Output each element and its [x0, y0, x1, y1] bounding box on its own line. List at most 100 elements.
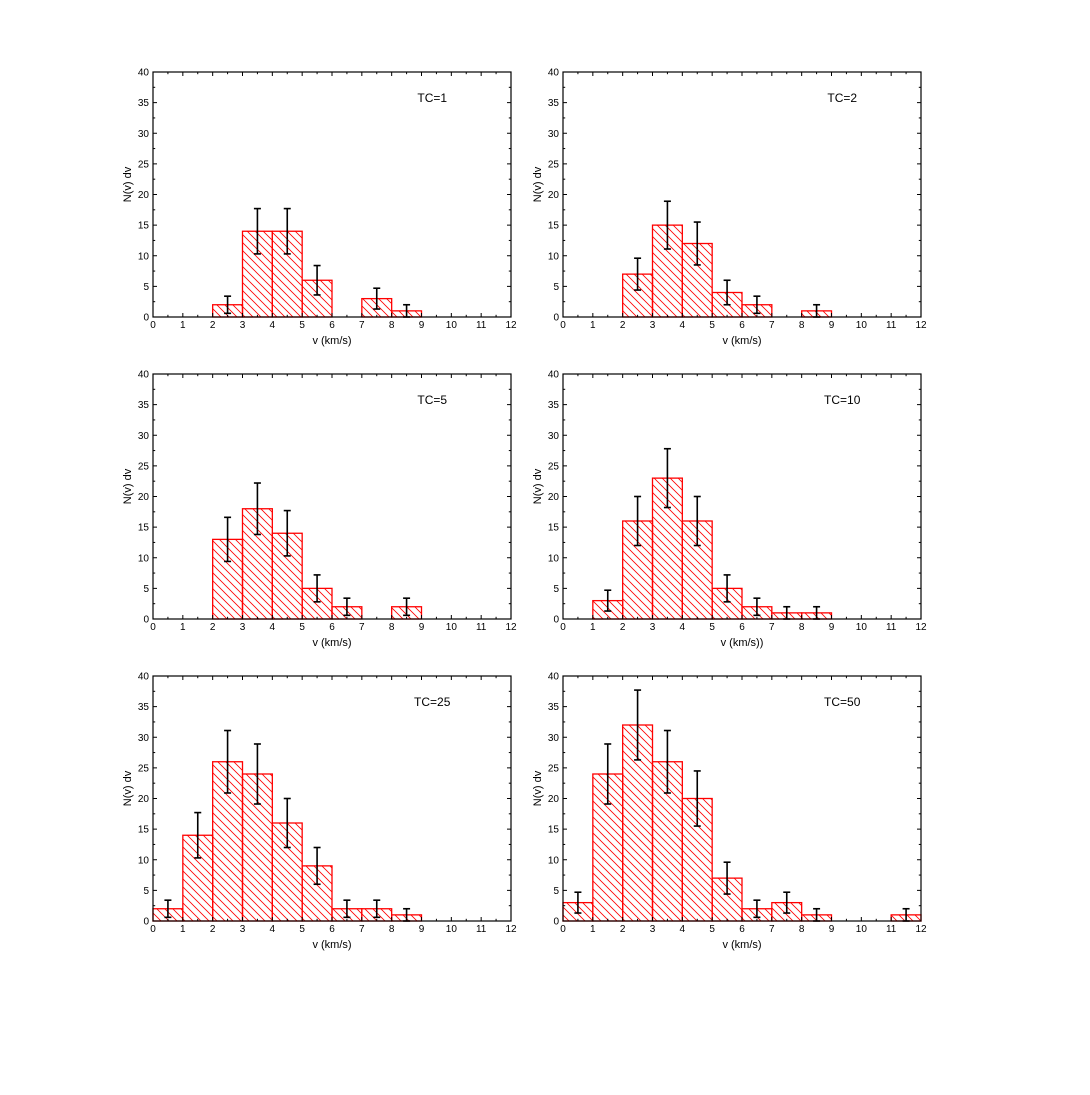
x-tick-label: 8: [389, 622, 395, 633]
y-axis-label: N(v) dv: [122, 468, 134, 504]
x-tick-label: 8: [389, 320, 395, 331]
x-tick-label: 12: [915, 320, 927, 331]
y-tick-label: 35: [548, 400, 560, 411]
x-tick-label: 1: [180, 622, 186, 633]
x-tick-label: 1: [590, 622, 596, 633]
x-tick-label: 6: [329, 320, 335, 331]
chart-title: TC=10: [824, 393, 861, 407]
x-tick-label: 1: [590, 320, 596, 331]
y-tick-label: 10: [138, 855, 150, 866]
y-axis-label: N(v) dv: [532, 468, 544, 504]
chart-title: TC=50: [824, 695, 861, 709]
y-tick-label: 15: [548, 825, 560, 836]
x-tick-label: 6: [329, 924, 335, 935]
x-tick-label: 12: [915, 924, 927, 935]
x-tick-label: 4: [270, 320, 276, 331]
y-tick-label: 5: [143, 584, 149, 595]
y-axis-label: N(v) dv: [532, 166, 544, 202]
x-tick-label: 0: [150, 622, 156, 633]
x-tick-label: 7: [769, 320, 775, 331]
x-tick-label: 5: [709, 320, 715, 331]
plot-frame: [562, 373, 922, 620]
y-tick-label: 15: [548, 221, 560, 232]
x-tick-label: 5: [299, 622, 305, 633]
y-tick-label: 15: [138, 221, 150, 232]
plot-frame: [152, 373, 512, 620]
y-tick-label: 40: [548, 68, 560, 79]
x-tick-label: 8: [799, 924, 805, 935]
y-tick-label: 0: [143, 313, 149, 324]
x-tick-label: 7: [359, 924, 365, 935]
x-tick-label: 7: [769, 924, 775, 935]
y-tick-label: 40: [138, 370, 150, 381]
x-axis-label: v (km/s): [312, 939, 351, 951]
y-tick-label: 25: [548, 763, 560, 774]
x-tick-label: 10: [856, 622, 868, 633]
y-tick-label: 10: [138, 553, 150, 564]
x-tick-label: 4: [270, 924, 276, 935]
y-tick-label: 10: [548, 855, 560, 866]
x-tick-label: 2: [210, 924, 216, 935]
y-tick-label: 5: [143, 886, 149, 897]
y-tick-label: 35: [138, 98, 150, 109]
x-tick-label: 4: [270, 622, 276, 633]
y-tick-label: 0: [143, 615, 149, 626]
y-tick-label: 30: [138, 431, 150, 442]
x-tick-label: 11: [476, 924, 487, 935]
x-tick-label: 2: [620, 320, 626, 331]
y-tick-label: 10: [548, 553, 560, 564]
x-axis-label: v (km/s): [312, 637, 351, 649]
y-tick-label: 15: [548, 523, 560, 534]
y-tick-label: 25: [548, 159, 560, 170]
x-tick-label: 9: [419, 622, 425, 633]
chart-title: TC=5: [417, 393, 447, 407]
x-tick-label: 3: [240, 622, 246, 633]
y-tick-label: 30: [138, 129, 150, 140]
y-tick-label: 25: [138, 159, 150, 170]
x-tick-label: 0: [560, 924, 566, 935]
y-tick-label: 40: [548, 672, 560, 683]
y-tick-label: 25: [138, 461, 150, 472]
x-tick-label: 3: [240, 924, 246, 935]
y-tick-label: 20: [548, 492, 560, 503]
x-tick-label: 10: [856, 924, 868, 935]
plot-frame: [562, 71, 922, 318]
x-tick-label: 4: [680, 622, 686, 633]
y-tick-label: 20: [548, 794, 560, 805]
y-tick-label: 40: [548, 370, 560, 381]
y-tick-label: 30: [548, 129, 560, 140]
y-tick-label: 10: [138, 251, 150, 262]
y-tick-label: 30: [548, 431, 560, 442]
y-tick-label: 20: [548, 190, 560, 201]
x-tick-label: 2: [210, 622, 216, 633]
y-tick-label: 35: [138, 400, 150, 411]
x-tick-label: 7: [359, 622, 365, 633]
y-tick-label: 35: [548, 98, 560, 109]
x-axis-label: v (km/s): [722, 939, 761, 951]
x-tick-label: 5: [299, 924, 305, 935]
y-tick-label: 35: [138, 702, 150, 713]
y-tick-label: 0: [143, 917, 149, 928]
x-tick-label: 0: [560, 622, 566, 633]
x-tick-label: 10: [856, 320, 868, 331]
chart-title: TC=25: [414, 695, 451, 709]
x-tick-label: 12: [505, 622, 517, 633]
x-tick-label: 8: [799, 320, 805, 331]
y-tick-label: 15: [138, 523, 150, 534]
chart-title: TC=2: [827, 91, 857, 105]
x-tick-label: 3: [650, 924, 656, 935]
x-tick-label: 9: [419, 320, 425, 331]
x-tick-label: 4: [680, 924, 686, 935]
x-tick-label: 10: [446, 622, 458, 633]
x-tick-label: 3: [650, 320, 656, 331]
x-tick-label: 6: [739, 320, 745, 331]
x-tick-label: 9: [829, 320, 835, 331]
x-tick-label: 8: [389, 924, 395, 935]
